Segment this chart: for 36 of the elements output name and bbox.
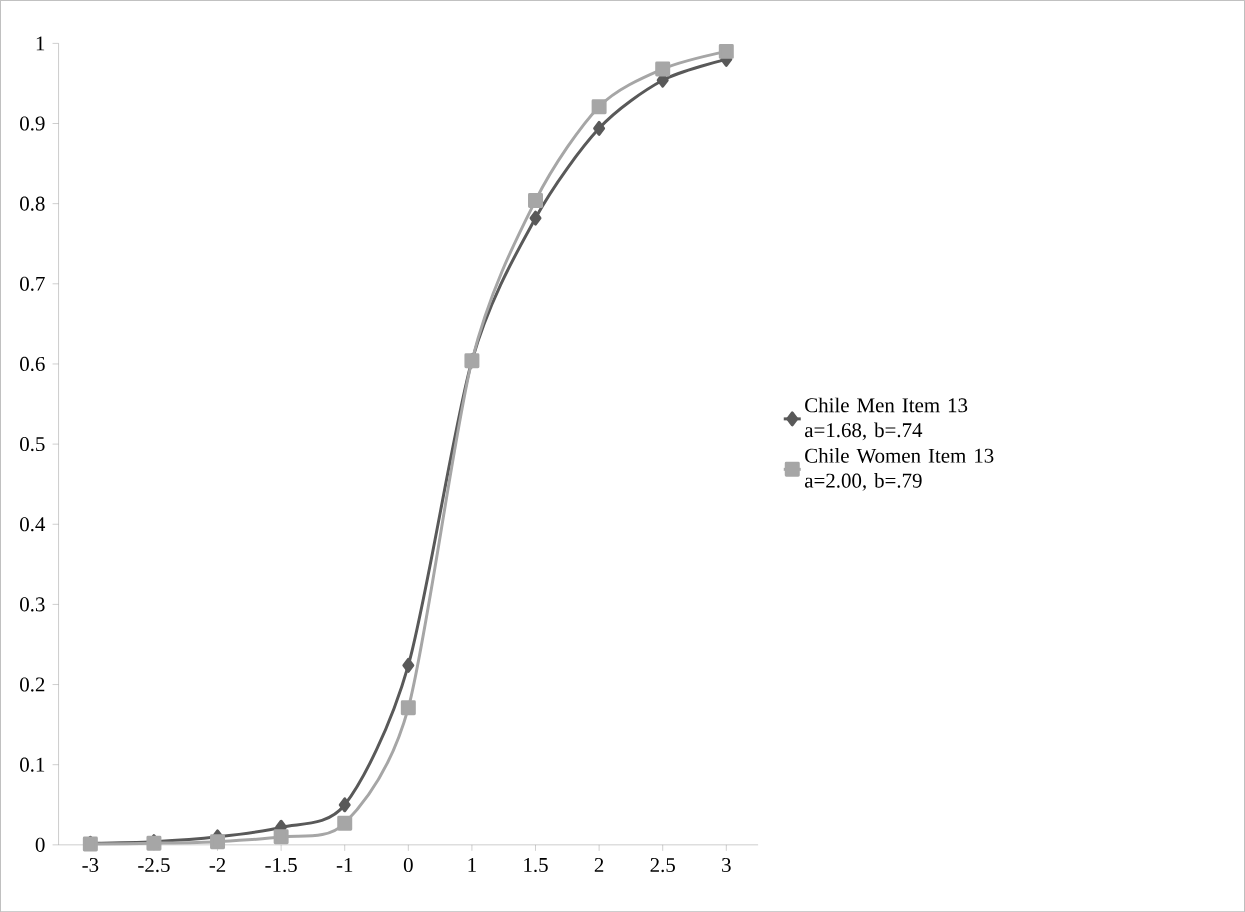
x-tick-label: 0 — [403, 857, 413, 873]
x-tick-label: -1.5 — [265, 857, 297, 873]
point — [528, 192, 544, 208]
legend-label: Chile Men Item 13 a=1.68, b=.74 — [804, 397, 968, 441]
y-tick-label: 0.2 — [20, 677, 45, 692]
x-tick-label: 2.5 — [650, 857, 675, 873]
point — [591, 99, 607, 115]
point — [400, 700, 416, 716]
x-tick-label: 3 — [722, 857, 731, 872]
y-tick-label: 0 — [35, 837, 45, 852]
y-tick-label: 0.6 — [20, 356, 45, 371]
y-tick-label: 1 — [36, 36, 45, 51]
x-tick-label: 2 — [594, 857, 604, 872]
x-tick-label: -3 — [82, 857, 99, 872]
point — [273, 829, 289, 845]
point — [593, 120, 606, 136]
legend-label: Chile Women Item 13 a=2.00, b=.79 — [804, 448, 994, 491]
y-tick-label: 0.4 — [20, 517, 46, 532]
y-tick-label: 0.3 — [20, 597, 45, 612]
x-tick-label: -2 — [209, 857, 226, 872]
point — [210, 834, 226, 850]
x-tick-label: -1 — [336, 857, 353, 872]
point — [337, 815, 353, 831]
point — [718, 43, 734, 59]
y-tick-label: 0.9 — [20, 116, 45, 131]
x-tick-label: -2.5 — [138, 857, 170, 873]
y-tick-label: 0.5 — [20, 436, 45, 452]
point — [529, 210, 542, 226]
point — [402, 657, 415, 673]
y-tick-label: 0.8 — [20, 196, 45, 211]
x-tick-label: 1.5 — [524, 857, 548, 873]
point — [338, 797, 351, 813]
y-tick-label: 0.1 — [20, 757, 45, 772]
x-tick-label: 1 — [468, 857, 476, 872]
point — [655, 61, 671, 77]
y-tick-label: 0.7 — [20, 276, 45, 291]
